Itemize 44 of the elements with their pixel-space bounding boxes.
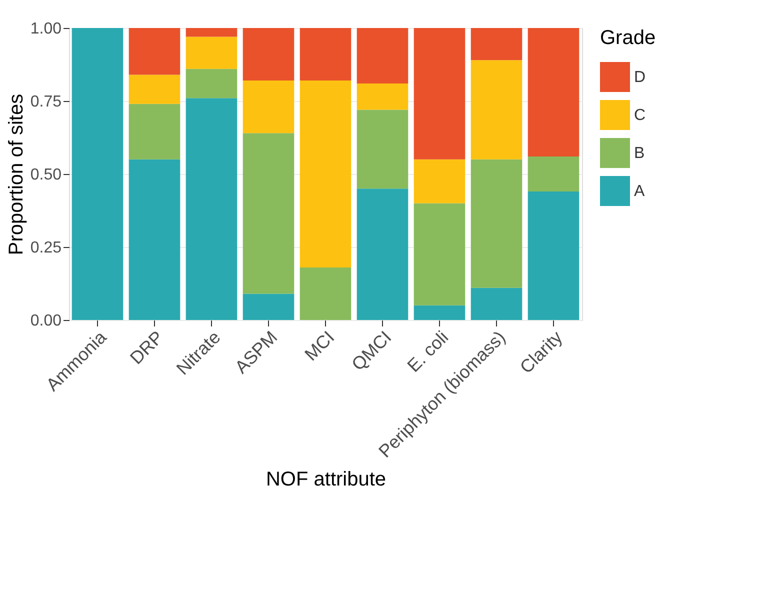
y-tick-label: 1.00 (30, 20, 62, 38)
bar (128, 104, 180, 160)
bar (242, 28, 294, 81)
y-tick-label: 0.75 (30, 94, 62, 110)
y-tick-label: 0.50 (30, 166, 62, 184)
bar (186, 36, 238, 69)
y-axis-title: Proportion of sites (5, 94, 28, 256)
bar (242, 80, 294, 134)
bar (186, 68, 238, 98)
bar (470, 288, 522, 320)
x-tick-label: MCI (300, 327, 338, 365)
y-tick-label: 0.25 (30, 240, 62, 256)
bar (356, 83, 408, 110)
bar (470, 159, 522, 288)
bar (242, 133, 294, 294)
legend-label: B (634, 145, 645, 162)
bar (242, 294, 294, 320)
bar (528, 156, 580, 192)
bar (356, 110, 408, 189)
legend-label: D (634, 69, 646, 86)
x-axis-title: NOF attribute (266, 468, 386, 490)
bar (528, 28, 580, 156)
bar (300, 267, 352, 320)
bar (128, 74, 180, 104)
bar (470, 60, 522, 160)
bar (528, 192, 580, 320)
bar (300, 28, 352, 81)
bar (356, 28, 408, 84)
bar (186, 98, 238, 320)
bar (414, 28, 466, 160)
y-tick-label: 0.00 (30, 312, 62, 330)
bar (470, 28, 522, 60)
bar (72, 28, 124, 320)
bar (356, 188, 408, 320)
bar (414, 305, 466, 320)
legend-label: C (634, 107, 646, 124)
bar (128, 159, 180, 320)
bar (414, 203, 466, 306)
legend-label: A (634, 183, 645, 200)
bar (186, 28, 238, 37)
legend-title: Grade (600, 27, 656, 49)
bar (300, 80, 352, 268)
bar (414, 159, 466, 204)
bar (128, 28, 180, 75)
